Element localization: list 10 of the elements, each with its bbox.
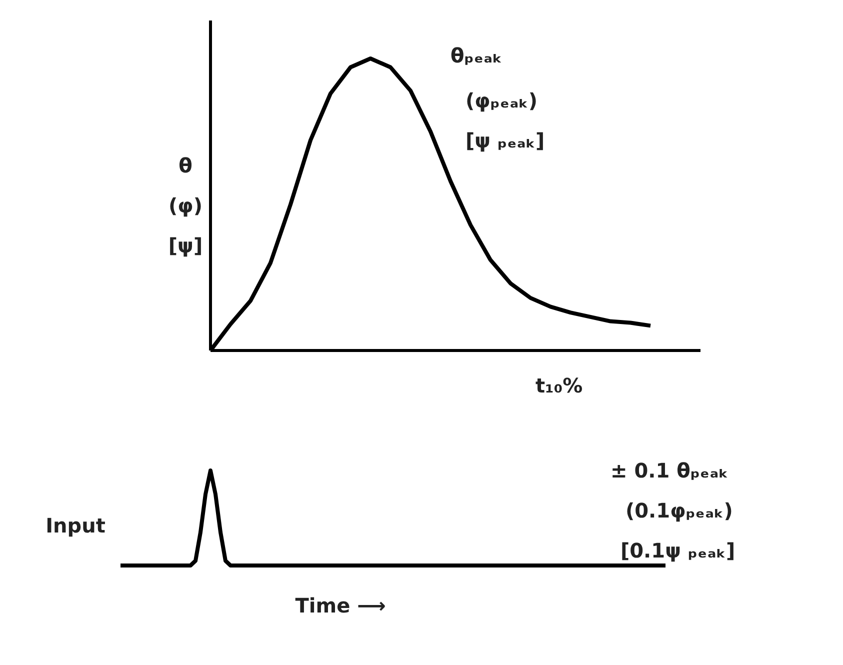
annotation: (0.1φₚₑₐₖ) bbox=[626, 498, 733, 522]
y-axis-title: Input bbox=[46, 514, 106, 538]
x-axis-title: Time ⟶ bbox=[295, 594, 386, 618]
annotation: θₚₑₐₖ bbox=[450, 44, 502, 68]
annotation: (φₚₑₐₖ) bbox=[466, 88, 538, 112]
y-axis-title: θ (φ) [ψ] bbox=[168, 154, 203, 258]
annotation: [ψ ₚₑₐₖ] bbox=[466, 128, 545, 152]
annotation: [0.1ψ ₚₑₐₖ] bbox=[620, 538, 736, 562]
text: t₁₀% bbox=[536, 374, 583, 398]
annotation: ± 0.1 θₚₑₐₖ bbox=[610, 458, 728, 482]
